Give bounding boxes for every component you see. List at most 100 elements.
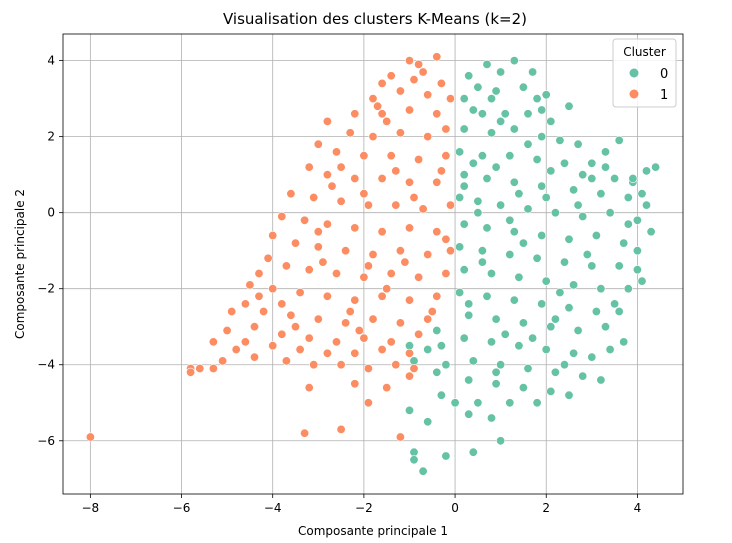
data-point-cluster-1 [295, 344, 305, 354]
data-point-cluster-0 [578, 371, 588, 381]
data-point-cluster-1 [432, 177, 442, 187]
data-point-cluster-0 [596, 189, 606, 199]
data-point-cluster-1 [295, 287, 305, 297]
data-point-cluster-1 [391, 200, 401, 210]
data-point-cluster-1 [336, 424, 346, 434]
data-point-cluster-0 [623, 193, 633, 203]
data-point-cluster-0 [418, 466, 428, 476]
data-point-cluster-1 [414, 155, 424, 165]
data-point-cluster-1 [341, 318, 351, 328]
data-point-cluster-0 [486, 94, 496, 104]
data-point-cluster-0 [464, 310, 474, 320]
legend-box [612, 38, 677, 108]
data-point-cluster-0 [555, 287, 565, 297]
data-point-cluster-1 [441, 234, 451, 244]
data-point-cluster-0 [523, 204, 533, 214]
data-point-cluster-0 [614, 135, 624, 145]
data-point-cluster-0 [596, 284, 606, 294]
data-point-cluster-0 [550, 367, 560, 377]
data-point-cluster-0 [578, 170, 588, 180]
data-point-cluster-1 [400, 257, 410, 267]
data-point-cluster-1 [395, 432, 405, 442]
data-point-cluster-0 [564, 234, 574, 244]
data-point-cluster-0 [632, 265, 642, 275]
data-point-cluster-0 [441, 360, 451, 370]
data-point-cluster-0 [600, 162, 610, 172]
data-point-cluster-0 [559, 360, 569, 370]
data-point-cluster-1 [391, 166, 401, 176]
legend-marker-1 [629, 89, 639, 99]
data-point-cluster-1 [245, 280, 255, 290]
plot-frame [62, 33, 684, 495]
data-point-cluster-0 [514, 341, 524, 351]
data-point-cluster-1 [423, 90, 433, 100]
data-point-cluster-1 [281, 261, 291, 271]
data-point-cluster-0 [596, 375, 606, 385]
data-point-cluster-0 [473, 208, 483, 218]
x-tick-label: −2 [355, 501, 373, 515]
data-point-cluster-1 [331, 268, 341, 278]
data-point-cluster-0 [409, 455, 419, 465]
data-point-cluster-0 [537, 132, 547, 142]
data-point-cluster-0 [523, 139, 533, 149]
data-point-cluster-0 [637, 189, 647, 199]
data-point-cluster-0 [491, 367, 501, 377]
data-point-cluster-1 [423, 314, 433, 324]
data-point-cluster-0 [587, 158, 597, 168]
data-point-cluster-0 [646, 227, 656, 237]
data-point-cluster-0 [564, 101, 574, 111]
data-point-cluster-1 [382, 284, 392, 294]
data-point-cluster-1 [391, 360, 401, 370]
data-point-cluster-1 [377, 227, 387, 237]
data-point-cluster-0 [587, 261, 597, 271]
data-point-cluster-0 [541, 344, 551, 354]
data-point-cluster-0 [546, 322, 556, 332]
data-point-cluster-0 [450, 398, 460, 408]
data-point-cluster-1 [427, 306, 437, 316]
data-point-cluster-0 [637, 276, 647, 286]
data-point-cluster-1 [436, 78, 446, 88]
data-point-cluster-1 [414, 272, 424, 282]
data-point-cluster-1 [208, 363, 218, 373]
data-point-cluster-0 [518, 383, 528, 393]
data-point-cluster-0 [459, 265, 469, 275]
data-point-cluster-0 [509, 124, 519, 134]
data-point-cluster-1 [368, 132, 378, 142]
data-point-cluster-1 [404, 105, 414, 115]
data-point-cluster-0 [464, 409, 474, 419]
data-point-cluster-0 [628, 174, 638, 184]
data-point-cluster-0 [546, 166, 556, 176]
data-point-cluster-1 [208, 337, 218, 347]
data-point-cluster-1 [377, 174, 387, 184]
data-point-cluster-1 [441, 268, 451, 278]
data-point-cluster-0 [610, 299, 620, 309]
data-point-cluster-0 [505, 151, 515, 161]
data-point-cluster-1 [268, 284, 278, 294]
data-point-cluster-0 [505, 250, 515, 260]
x-tick-label: −8 [82, 501, 100, 515]
data-point-cluster-1 [386, 268, 396, 278]
data-point-cluster-0 [528, 333, 538, 343]
data-point-cluster-1 [259, 306, 269, 316]
data-point-cluster-1 [336, 360, 346, 370]
data-points [85, 52, 661, 476]
data-point-cluster-0 [486, 128, 496, 138]
x-tick-label: 4 [634, 501, 642, 515]
data-point-cluster-1 [377, 109, 387, 119]
data-point-cluster-0 [464, 375, 474, 385]
chart-title: Visualisation des clusters K-Means (k=2) [223, 10, 527, 28]
data-point-cluster-0 [537, 299, 547, 309]
data-point-cluster-0 [477, 109, 487, 119]
data-point-cluster-1 [286, 310, 296, 320]
data-point-cluster-0 [591, 231, 601, 241]
axis-ticks: −8 −6 −4 −2 0 2 4 −6 −4 −2 0 2 4 [37, 54, 641, 515]
data-point-cluster-0 [409, 356, 419, 366]
y-tick-label: 2 [47, 130, 55, 144]
data-point-cluster-0 [614, 306, 624, 316]
x-tick-label: −6 [173, 501, 191, 515]
data-point-cluster-0 [614, 261, 624, 271]
data-point-cluster-0 [537, 181, 547, 191]
data-point-cluster-0 [537, 105, 547, 115]
data-point-cluster-0 [587, 174, 597, 184]
